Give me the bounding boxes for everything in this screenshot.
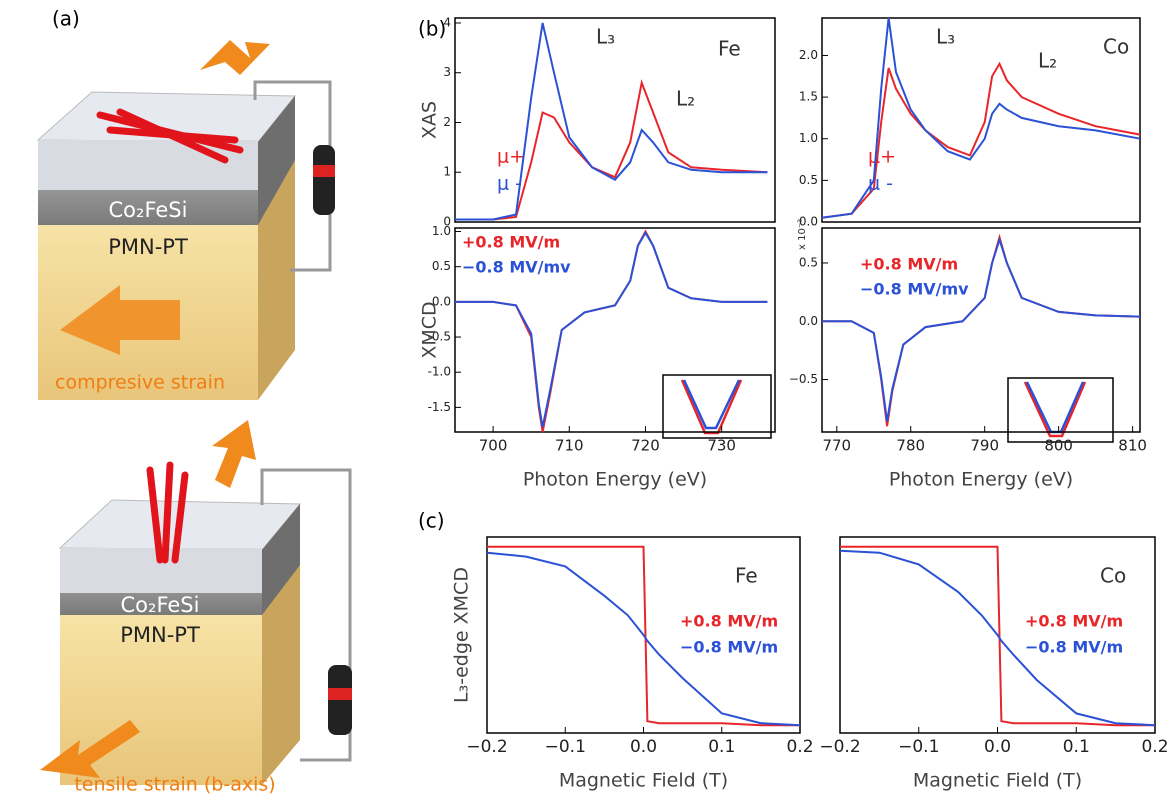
x-axis-label: Photon Energy (eV)	[523, 469, 707, 491]
x-axis-label: Magnetic Field (T)	[913, 770, 1082, 792]
legend-entry: +0.8 MV/m	[462, 233, 560, 252]
x-axis-label: Photon Energy (eV)	[889, 469, 1073, 491]
annotation: Co	[1100, 564, 1126, 588]
x-tick-label: 720	[631, 437, 660, 455]
legend-entry: +0.8 MV/m	[1025, 612, 1123, 631]
x-tick-label: 810	[1118, 437, 1147, 455]
legend-entry: −0.8 MV/mv	[860, 280, 969, 299]
film-label: Co₂FeSi	[121, 593, 200, 617]
y-tick-label: 0.0	[432, 294, 451, 308]
y-tick-label: 1.0	[799, 131, 818, 145]
y-tick-label: 0.5	[799, 173, 818, 187]
legend-entry: μ -	[497, 173, 522, 195]
x-tick-label: 790	[970, 437, 999, 455]
data-line	[487, 545, 800, 727]
data-line	[455, 230, 768, 428]
film-label: Co₂FeSi	[109, 198, 188, 222]
data-line	[821, 61, 1141, 219]
data-line	[840, 545, 1155, 727]
legend-entry: −0.8 MV/mv	[462, 258, 571, 277]
panel-label: (a)	[52, 7, 80, 31]
y-tick-label: 2	[443, 115, 451, 129]
data-line	[821, 17, 1141, 219]
legend-entry: −0.8 MV/m	[1025, 638, 1123, 657]
x-tick-label: 700	[479, 437, 508, 455]
y-axis-label: L₃-edge XMCD	[451, 567, 473, 703]
data-line	[455, 22, 768, 221]
caption: compresive strain	[55, 372, 225, 394]
x-tick-label: 800	[1044, 437, 1073, 455]
y-axis-label: XAS	[419, 101, 441, 139]
substrate-label: PMN-PT	[120, 623, 200, 647]
data-line	[486, 551, 801, 727]
legend-entry: −0.8 MV/m	[680, 638, 778, 657]
y-tick-label: 1	[443, 165, 451, 179]
panel-label: (c)	[418, 509, 445, 533]
annotation: Co	[1103, 35, 1129, 59]
legend-entry: μ+	[868, 146, 896, 168]
y-tick-label: 0.0	[799, 314, 818, 328]
y-tick-label: 1.5	[799, 90, 818, 104]
x-tick-label: 770	[822, 437, 851, 455]
plot-frame	[454, 17, 776, 223]
x-tick-label: 730	[707, 437, 736, 455]
caption: tensile strain (b-axis)	[74, 774, 275, 796]
annotation: Fe	[718, 37, 741, 61]
panel-label: (b)	[418, 17, 446, 41]
x-tick-label: 0.2	[1141, 737, 1168, 757]
annotation: L₃	[596, 25, 615, 49]
annotation: L₂	[676, 87, 695, 111]
device-tensile	[40, 420, 352, 785]
x-tick-label: −0.1	[898, 737, 939, 757]
y-axis-label: XMCD	[419, 301, 441, 358]
x-tick-label: 0.1	[1063, 737, 1090, 757]
annotation: L₂	[1038, 49, 1057, 73]
x-tick-label: 0.0	[630, 737, 657, 757]
data-line	[822, 236, 1141, 422]
y-tick-label: -0.5	[428, 330, 451, 344]
y-tick-label: −0.5	[789, 372, 818, 386]
x-tick-label: −0.2	[819, 737, 860, 757]
annotation: Fe	[735, 564, 758, 588]
y-tick-label: 0.0	[799, 215, 818, 229]
plot-frame	[821, 227, 1141, 433]
annotation: L₃	[936, 25, 955, 49]
substrate-label: PMN-PT	[108, 235, 188, 259]
y-tick-label: -1.5	[428, 400, 451, 414]
y-tick-label: 0.5	[432, 259, 451, 273]
y-tick-label: 1.0	[432, 224, 451, 238]
x-tick-label: 710	[555, 437, 584, 455]
legend-entry: +0.8 MV/m	[680, 612, 778, 631]
x-tick-label: 780	[896, 437, 925, 455]
x-tick-label: −0.2	[466, 737, 507, 757]
data-line	[455, 79, 768, 221]
y-tick-label: 3	[443, 65, 451, 79]
x-tick-label: 0.2	[786, 737, 813, 757]
legend-entry: +0.8 MV/m	[860, 255, 958, 274]
legend-entry: μ+	[497, 146, 525, 168]
plot-frame	[454, 227, 776, 433]
y-tick-label: 0	[443, 215, 451, 229]
legend-entry: μ -	[868, 173, 893, 195]
x-tick-label: −0.1	[545, 737, 586, 757]
x-axis-label: Magnetic Field (T)	[559, 770, 728, 792]
x-tick-label: 0.1	[708, 737, 735, 757]
y-tick-label: -1.0	[428, 365, 451, 379]
annotation: x 10⁻²	[797, 219, 808, 250]
data-line	[839, 549, 1156, 727]
y-tick-label: 2.0	[799, 48, 818, 62]
y-tick-label: 0.5	[799, 255, 818, 269]
device-compressive	[36, 40, 335, 400]
x-tick-label: 0.0	[984, 737, 1011, 757]
plot-frame	[821, 17, 1141, 223]
y-tick-label: 4	[443, 15, 451, 29]
